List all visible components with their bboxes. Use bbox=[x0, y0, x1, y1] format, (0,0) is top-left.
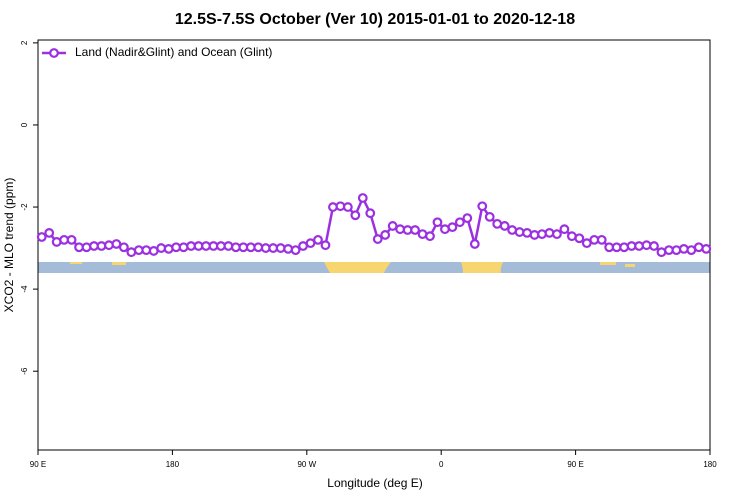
map-strip bbox=[38, 262, 710, 273]
series-point bbox=[372, 234, 383, 244]
plot-frame bbox=[37, 39, 711, 451]
land-africa bbox=[461, 262, 503, 273]
series-point bbox=[477, 201, 488, 212]
series-point bbox=[66, 234, 77, 245]
x-tick-label: 0 bbox=[439, 460, 444, 469]
x-axis-label: Longitude (deg E) bbox=[327, 476, 422, 490]
series-point bbox=[36, 232, 47, 242]
y-tick-label: -4 bbox=[20, 285, 29, 293]
legend-label: Land (Nadir&Glint) and Ocean (Glint) bbox=[75, 45, 272, 59]
land-islands bbox=[112, 262, 126, 265]
y-tick-label: 0 bbox=[20, 122, 29, 127]
series-point bbox=[283, 243, 294, 254]
x-tick-label: 180 bbox=[166, 460, 180, 469]
series-point bbox=[596, 234, 607, 245]
series-point bbox=[454, 217, 465, 228]
land-islands bbox=[600, 262, 616, 265]
y-tick-label: 2 bbox=[20, 40, 29, 45]
series-point bbox=[163, 243, 174, 254]
x-tick-label: 180 bbox=[703, 460, 717, 469]
series-point bbox=[671, 245, 682, 256]
series-point bbox=[118, 242, 129, 253]
series-point bbox=[581, 238, 592, 249]
land-islands bbox=[70, 262, 82, 264]
series-point bbox=[693, 242, 704, 253]
series-point bbox=[357, 193, 368, 203]
series-point bbox=[104, 240, 114, 251]
x-tick-label: 90 E bbox=[567, 460, 583, 469]
series-point bbox=[290, 245, 301, 256]
series-point bbox=[484, 211, 495, 222]
series-point bbox=[350, 210, 361, 221]
series-point bbox=[111, 239, 122, 249]
series-point bbox=[320, 240, 331, 251]
series-point bbox=[342, 202, 353, 212]
series-point bbox=[462, 213, 473, 224]
series-point bbox=[365, 208, 376, 219]
x-tick-label: 90 W bbox=[297, 460, 316, 469]
series-point bbox=[410, 225, 420, 235]
series-point bbox=[425, 231, 435, 242]
y-tick-label: -2 bbox=[20, 203, 29, 211]
series-point bbox=[574, 233, 585, 244]
series-point bbox=[649, 241, 659, 251]
land-america bbox=[324, 262, 391, 273]
series-point bbox=[81, 242, 92, 253]
land-islands bbox=[625, 264, 635, 267]
series-point bbox=[387, 221, 398, 231]
chart-title: 12.5S-7.5S October (Ver 10) 2015-01-01 t… bbox=[175, 11, 575, 28]
y-tick-label: -6 bbox=[20, 367, 29, 375]
series-point bbox=[701, 243, 712, 254]
series-point bbox=[552, 229, 562, 240]
series-point bbox=[432, 217, 443, 228]
series-point bbox=[469, 239, 480, 249]
series-point bbox=[305, 238, 316, 249]
series-point bbox=[447, 222, 458, 233]
series-point bbox=[619, 242, 630, 253]
series-point bbox=[537, 229, 547, 240]
x-tick-label: 90 E bbox=[30, 460, 46, 469]
legend-marker bbox=[49, 48, 59, 58]
series-point bbox=[678, 243, 689, 254]
y-axis-label: XCO2 - MLO trend (ppm) bbox=[2, 178, 16, 313]
series-point bbox=[178, 242, 189, 253]
series-point bbox=[559, 224, 570, 235]
series-point bbox=[44, 227, 55, 238]
series-point bbox=[313, 234, 323, 245]
series-point bbox=[380, 230, 391, 240]
series-point bbox=[499, 221, 510, 231]
series-point bbox=[223, 241, 234, 251]
series-point bbox=[544, 227, 555, 238]
